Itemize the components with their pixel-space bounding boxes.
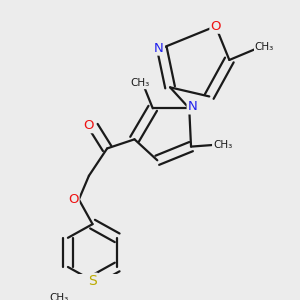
Text: CH₃: CH₃ bbox=[213, 140, 232, 150]
Text: S: S bbox=[88, 274, 97, 288]
Text: O: O bbox=[210, 20, 221, 33]
Text: O: O bbox=[83, 119, 94, 132]
Text: N: N bbox=[154, 42, 164, 55]
Text: N: N bbox=[188, 100, 197, 113]
Text: CH₃: CH₃ bbox=[255, 42, 274, 52]
Text: CH₃: CH₃ bbox=[130, 78, 149, 88]
Text: O: O bbox=[68, 193, 79, 206]
Text: CH₃: CH₃ bbox=[50, 293, 69, 300]
